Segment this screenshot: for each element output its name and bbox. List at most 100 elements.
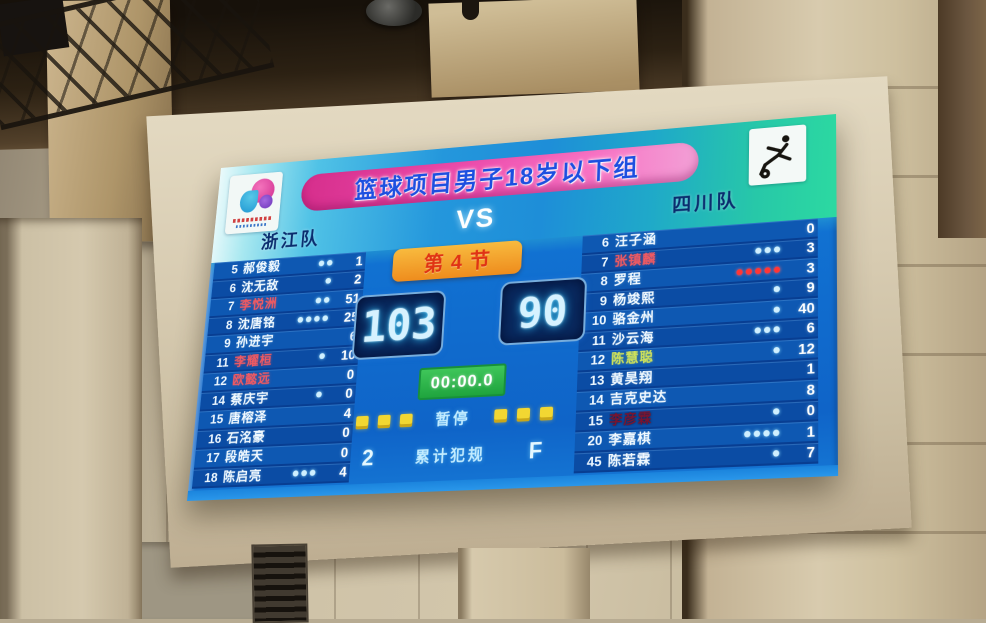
- player-number: 17: [205, 450, 221, 466]
- player-number: 13: [589, 371, 605, 389]
- home-score-display: 103: [351, 289, 447, 361]
- player-name: 陈启亮: [222, 467, 263, 484]
- player-name: 陈若霖: [607, 450, 652, 468]
- home-team-fouls: 2: [361, 444, 375, 471]
- player-name: 唐榕泽: [228, 409, 268, 425]
- player-foul-dots: [733, 230, 780, 233]
- team-fouls-label: 累计犯规: [414, 445, 487, 466]
- center-score-panel: 第4节 103 90 00:00.0 暂停 2 累计犯规 F: [337, 236, 588, 485]
- player-number: 10: [591, 312, 607, 329]
- timeout-square: [493, 408, 508, 423]
- player-number: 12: [590, 351, 606, 369]
- player-foul-dots: [731, 408, 780, 417]
- team-fouls-row: 2 累计犯规 F: [347, 434, 557, 474]
- player-number: 5: [230, 262, 239, 277]
- player-number: 15: [588, 412, 604, 429]
- player-foul-dots: [285, 414, 320, 416]
- period-label: 第4节: [422, 248, 499, 277]
- player-foul-dots: [298, 259, 333, 268]
- player-name: 沈无敌: [240, 277, 280, 294]
- wall-vent-grate: [251, 543, 309, 623]
- away-timeout-squares: [489, 406, 558, 423]
- player-foul-dots: [731, 346, 780, 356]
- player-name: 吉克史达: [609, 388, 668, 407]
- player-number: 14: [588, 391, 605, 409]
- player-name: 沈唐铭: [237, 314, 277, 331]
- player-number: 12: [213, 373, 228, 389]
- player-number: 14: [211, 392, 226, 408]
- player-points: 3: [806, 238, 815, 256]
- player-name: 蔡庆宇: [230, 390, 270, 406]
- player-foul-dots: [731, 370, 780, 373]
- player-foul-dots: [296, 278, 332, 286]
- player-foul-dots: [731, 391, 780, 393]
- player-foul-dots: [290, 353, 326, 361]
- pillar-bottom-center: [458, 548, 590, 619]
- player-number: 7: [227, 298, 236, 314]
- player-points: 0: [806, 401, 815, 419]
- player-foul-dots: [291, 337, 326, 339]
- player-foul-dots: [732, 286, 780, 295]
- timeout-square: [399, 413, 413, 427]
- player-number: 7: [600, 254, 609, 270]
- timeout-row: 暂停: [351, 401, 559, 434]
- player-points: 9: [806, 278, 815, 296]
- player-points: 7: [806, 443, 816, 462]
- player-name: 郝俊毅: [242, 259, 282, 275]
- player-foul-dots: [281, 453, 317, 455]
- player-number: 6: [601, 234, 610, 251]
- player-foul-dots: [733, 246, 781, 255]
- player-foul-dots: [293, 315, 329, 324]
- player-number: 15: [209, 411, 225, 427]
- game-clock: 00:00.0: [417, 363, 507, 401]
- player-number: 11: [215, 354, 230, 370]
- ceiling-fixture: [462, 0, 479, 20]
- player-points: 8: [806, 380, 815, 398]
- player-number: 8: [600, 273, 609, 289]
- player-points: 0: [806, 219, 815, 237]
- player-foul-dots: [288, 375, 323, 377]
- timeout-label: 暂停: [434, 409, 472, 429]
- timeout-square: [377, 414, 391, 428]
- player-foul-dots: [732, 326, 780, 335]
- player-name: 孙进宇: [235, 333, 275, 349]
- player-name: 沙云海: [611, 329, 655, 346]
- player-number: 8: [225, 317, 234, 333]
- player-name: 李嘉棋: [608, 430, 652, 447]
- away-team-fouls: F: [528, 437, 543, 464]
- timeout-square: [539, 406, 554, 421]
- basketball-pictogram-icon: [748, 124, 807, 186]
- player-number: 9: [223, 335, 232, 351]
- pillar-left: [0, 218, 142, 619]
- player-points: 1: [806, 422, 815, 440]
- player-name: 李彦霖: [608, 409, 653, 427]
- away-score-display: 90: [497, 276, 588, 346]
- player-foul-dots: [732, 306, 780, 315]
- player-points: 1: [806, 359, 815, 378]
- player-name: 黄昊翔: [610, 369, 654, 386]
- player-number: 11: [591, 332, 607, 349]
- timeout-square: [355, 415, 369, 429]
- games-emblem-logo: [224, 171, 284, 235]
- home-timeout-squares: [351, 413, 418, 429]
- timeout-square: [516, 407, 531, 422]
- player-name: 石洺豪: [226, 428, 267, 445]
- player-foul-dots: [730, 429, 780, 438]
- spotlight: [366, 0, 422, 26]
- player-points: 6: [806, 319, 815, 337]
- player-number: 16: [207, 430, 223, 447]
- player-number: 6: [228, 280, 237, 296]
- player-foul-dots: [294, 296, 330, 305]
- player-name: 欧懿远: [231, 370, 272, 387]
- player-foul-dots: [730, 450, 780, 459]
- away-roster-table: 6 汪子涵 0 7 张镇麟 3 8 罗程 3 9 杨竣熙 9 10 骆金州 40 11 沙云海 6 12 陈慧聪 12 1…: [573, 218, 819, 474]
- player-points: 12: [798, 339, 815, 358]
- player-name: 段皓天: [224, 448, 265, 464]
- player-foul-dots: [279, 469, 316, 478]
- pillar-top-center: [428, 0, 640, 98]
- led-scoreboard-screen: 篮球项目男子18岁以下组 浙江队 四川队 VS 5 郝俊毅 1 6 沈无敌 2 7 李悦洲 51…: [187, 113, 839, 501]
- player-name: 陈慧聪: [610, 349, 655, 366]
- pillar-right-shadow: [938, 0, 986, 238]
- player-name: 李悦洲: [239, 295, 279, 312]
- player-foul-dots: [286, 391, 322, 400]
